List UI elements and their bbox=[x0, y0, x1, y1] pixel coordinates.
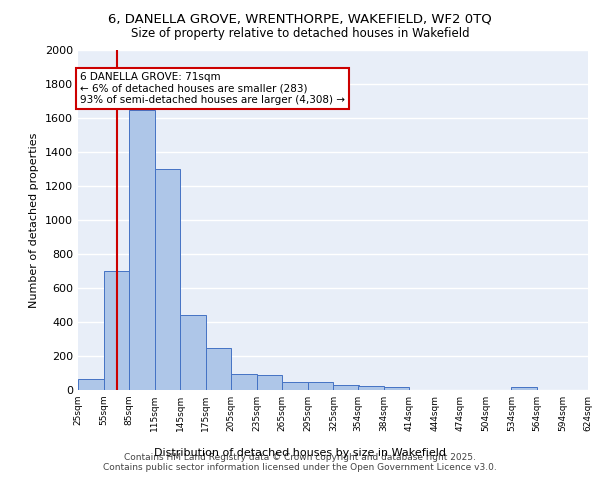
Text: 6 DANELLA GROVE: 71sqm
← 6% of detached houses are smaller (283)
93% of semi-det: 6 DANELLA GROVE: 71sqm ← 6% of detached … bbox=[80, 72, 345, 106]
Bar bbox=[104, 271, 129, 390]
Bar bbox=[511, 388, 537, 390]
Bar bbox=[308, 382, 334, 390]
Bar bbox=[78, 379, 104, 390]
Bar bbox=[358, 386, 383, 390]
Bar bbox=[206, 348, 231, 390]
Text: Distribution of detached houses by size in Wakefield: Distribution of detached houses by size … bbox=[154, 448, 446, 458]
Text: 6, DANELLA GROVE, WRENTHORPE, WAKEFIELD, WF2 0TQ: 6, DANELLA GROVE, WRENTHORPE, WAKEFIELD,… bbox=[108, 12, 492, 26]
Bar bbox=[283, 382, 308, 390]
Y-axis label: Number of detached properties: Number of detached properties bbox=[29, 132, 40, 308]
Text: Contains HM Land Registry data © Crown copyright and database right 2025.
Contai: Contains HM Land Registry data © Crown c… bbox=[103, 453, 497, 472]
Bar bbox=[334, 385, 359, 390]
Bar bbox=[383, 386, 409, 390]
Bar bbox=[180, 315, 206, 390]
Text: Size of property relative to detached houses in Wakefield: Size of property relative to detached ho… bbox=[131, 28, 469, 40]
Bar bbox=[155, 169, 180, 390]
Bar bbox=[231, 374, 257, 390]
Bar bbox=[129, 110, 155, 390]
Bar bbox=[257, 374, 283, 390]
